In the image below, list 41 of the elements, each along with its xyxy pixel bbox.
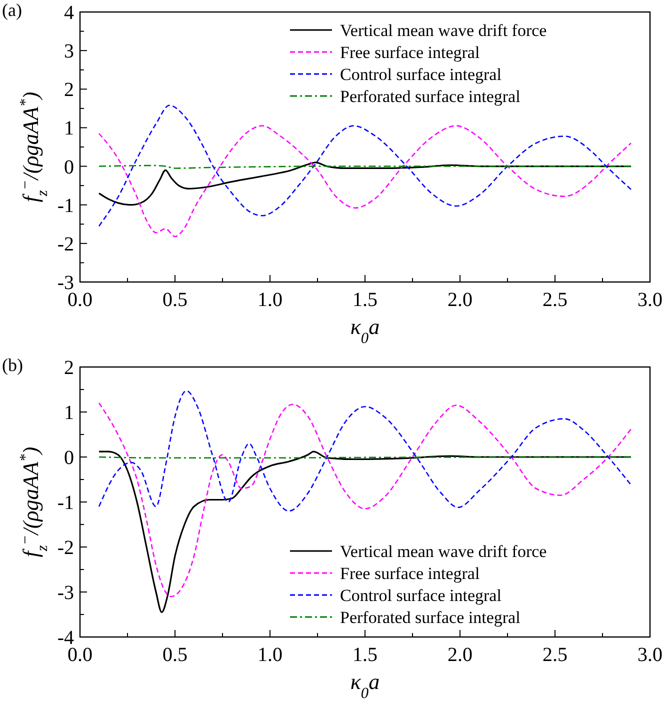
y-tick-label: 3 bbox=[64, 40, 74, 63]
line-series bbox=[98, 125, 632, 238]
x-tick-label: 1.0 bbox=[258, 289, 282, 311]
legend-label: Free surface integral bbox=[340, 564, 480, 583]
x-axis-title: κ$_{0}$a bbox=[350, 314, 380, 346]
y-tick-label: 4 bbox=[64, 2, 74, 24]
y-tick-label: -2 bbox=[57, 537, 74, 559]
y-tick-label: -3 bbox=[57, 582, 74, 604]
x-tick-label: 3.0 bbox=[638, 289, 662, 311]
chart-title: (b) bbox=[2, 355, 23, 375]
x-tick-label: 1.5 bbox=[352, 289, 378, 311]
legend-label: Control surface integral bbox=[340, 65, 502, 84]
y-tick-label: 2 bbox=[64, 357, 74, 379]
line-series bbox=[98, 390, 632, 512]
x-tick-label: 2.5 bbox=[542, 644, 568, 666]
legend-label: Perforated surface integral bbox=[340, 87, 521, 106]
legend-label: Control surface integral bbox=[340, 586, 502, 605]
y-tick-label: -2 bbox=[57, 233, 74, 256]
legend-label: Vertical mean wave drift force bbox=[340, 21, 547, 40]
y-tick-label: 1 bbox=[64, 402, 74, 424]
x-axis-title: κ$_{0}$a bbox=[350, 669, 380, 702]
y-tick-label: 1 bbox=[64, 118, 74, 140]
x-tick-label: 2.0 bbox=[448, 289, 472, 311]
legend-label: Vertical mean wave drift force bbox=[340, 542, 547, 561]
legend-label: Free surface integral bbox=[340, 43, 480, 62]
x-tick-label: 1.5 bbox=[352, 644, 378, 666]
y-tick-label: 0 bbox=[64, 156, 74, 178]
x-tick-label: 0.5 bbox=[162, 289, 188, 311]
y-tick-label: -1 bbox=[57, 492, 74, 514]
line-series bbox=[98, 162, 632, 206]
x-tick-label: 2.0 bbox=[448, 644, 472, 666]
x-tick-label: 0.5 bbox=[162, 644, 188, 666]
legend-label: Perforated surface integral bbox=[340, 608, 521, 627]
y-tick-label: 0 bbox=[64, 447, 74, 469]
chart-title: (a) bbox=[2, 0, 22, 20]
y-tick-label: 2 bbox=[64, 79, 74, 102]
y-tick-label: -1 bbox=[57, 194, 74, 217]
line-series bbox=[98, 104, 632, 227]
x-tick-label: 1.0 bbox=[258, 644, 282, 666]
x-tick-label: 2.5 bbox=[542, 289, 568, 311]
x-tick-label: 3.0 bbox=[638, 644, 662, 666]
